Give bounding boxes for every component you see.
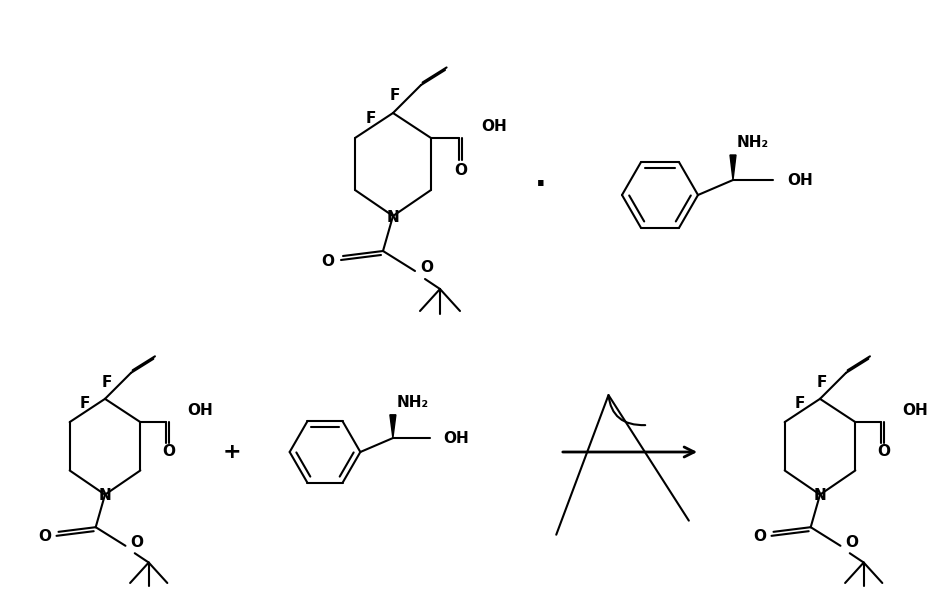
Text: F: F bbox=[794, 396, 804, 411]
Text: O: O bbox=[454, 162, 467, 178]
Text: OH: OH bbox=[787, 172, 813, 188]
Text: OH: OH bbox=[902, 403, 928, 419]
Text: OH: OH bbox=[481, 118, 507, 134]
Polygon shape bbox=[730, 155, 736, 180]
Text: OH: OH bbox=[443, 430, 469, 446]
Text: ·: · bbox=[535, 170, 547, 199]
Text: O: O bbox=[753, 529, 766, 544]
Text: O: O bbox=[38, 529, 51, 544]
FancyArrowPatch shape bbox=[556, 395, 689, 535]
Text: F: F bbox=[102, 375, 112, 390]
Text: N: N bbox=[98, 488, 111, 503]
Text: F: F bbox=[366, 110, 377, 126]
Text: O: O bbox=[420, 259, 433, 275]
Text: OH: OH bbox=[187, 403, 212, 419]
Polygon shape bbox=[390, 415, 396, 438]
Text: F: F bbox=[817, 375, 827, 390]
Text: N: N bbox=[814, 488, 826, 503]
Text: O: O bbox=[877, 444, 890, 459]
Text: O: O bbox=[322, 254, 334, 268]
Text: F: F bbox=[390, 88, 400, 102]
Text: O: O bbox=[845, 535, 858, 550]
Text: +: + bbox=[223, 442, 242, 462]
Text: NH₂: NH₂ bbox=[737, 134, 769, 150]
Text: N: N bbox=[387, 210, 399, 224]
Text: NH₂: NH₂ bbox=[396, 395, 429, 410]
Text: F: F bbox=[79, 396, 90, 411]
Text: O: O bbox=[161, 444, 175, 459]
Text: O: O bbox=[130, 535, 143, 550]
